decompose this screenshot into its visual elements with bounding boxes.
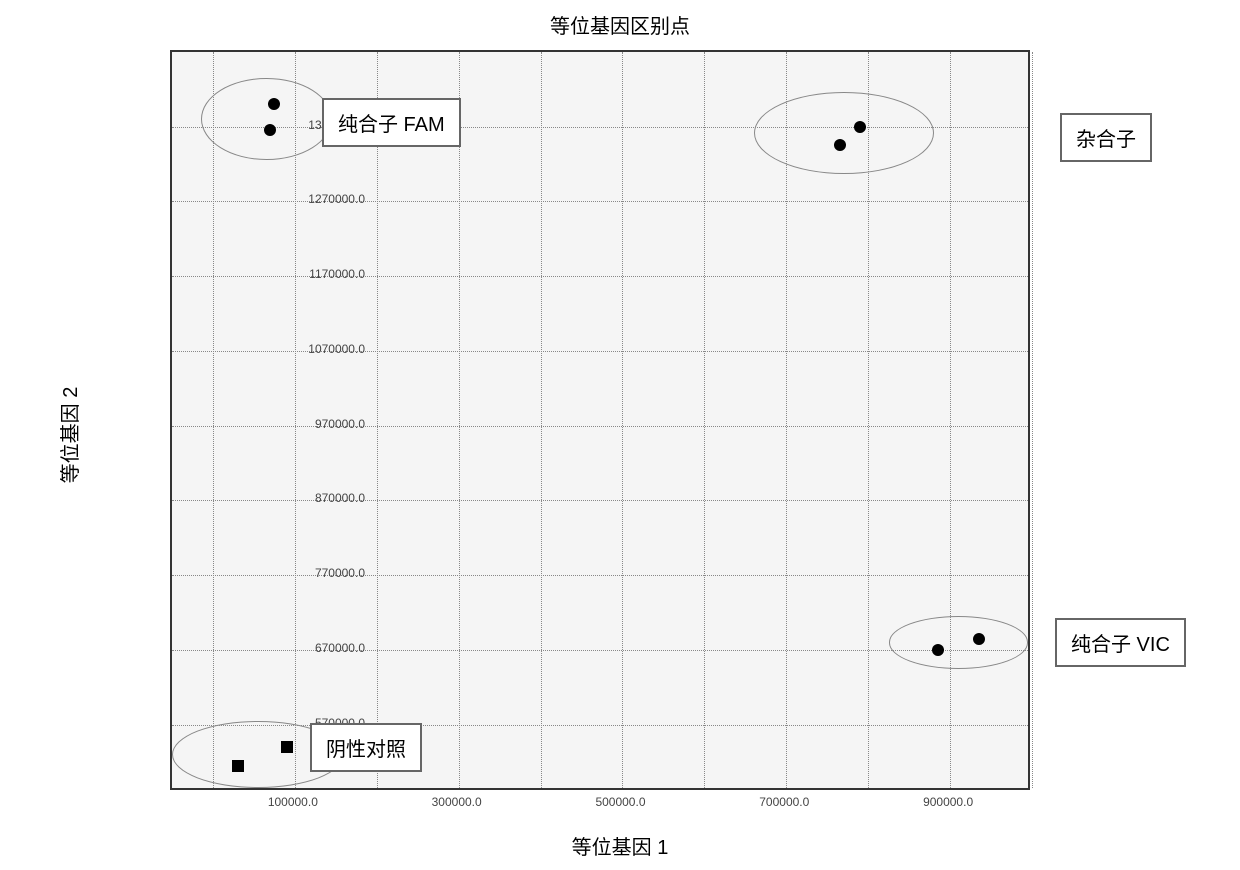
cluster-ellipse-hetero <box>754 92 934 174</box>
grid-line-vertical <box>459 52 460 788</box>
y-axis-label: 等位基因 2 <box>54 387 83 484</box>
data-point-negative <box>232 760 244 772</box>
grid-line-vertical <box>704 52 705 788</box>
y-tick-label: 1270000.0 <box>308 192 365 206</box>
data-point-hetero <box>834 139 846 151</box>
x-tick-label: 300000.0 <box>432 795 482 809</box>
grid-line-horizontal <box>172 276 1028 277</box>
cluster-label-negative: 阴性对照 <box>310 723 422 772</box>
cluster-label-hetero: 杂合子 <box>1060 113 1152 162</box>
cluster-label-fam: 纯合子 FAM <box>322 98 461 147</box>
y-tick-label: 970000.0 <box>315 417 365 431</box>
cluster-label-vic: 纯合子 VIC <box>1055 618 1186 667</box>
grid-line-vertical <box>377 52 378 788</box>
grid-line-horizontal <box>172 500 1028 501</box>
data-point-vic <box>973 633 985 645</box>
grid-line-horizontal <box>172 575 1028 576</box>
grid-line-horizontal <box>172 426 1028 427</box>
y-tick-label: 670000.0 <box>315 641 365 655</box>
grid-line-vertical <box>622 52 623 788</box>
x-tick-label: 500000.0 <box>595 795 645 809</box>
y-tick-label: 1070000.0 <box>308 342 365 356</box>
y-tick-label: 1170000.0 <box>309 267 365 281</box>
chart-title: 等位基因区别点 <box>0 10 1240 39</box>
grid-line-vertical <box>950 52 951 788</box>
grid-line-vertical <box>295 52 296 788</box>
grid-line-vertical <box>213 52 214 788</box>
data-point-negative <box>281 741 293 753</box>
x-tick-label: 700000.0 <box>759 795 809 809</box>
grid-line-vertical <box>1032 52 1033 788</box>
x-tick-label: 100000.0 <box>268 795 318 809</box>
grid-line-horizontal <box>172 201 1028 202</box>
data-point-vic <box>932 644 944 656</box>
grid-line-vertical <box>541 52 542 788</box>
data-point-fam <box>264 124 276 136</box>
allelic-discrimination-chart: 等位基因区别点 等位基因 2 等位基因 1 570000.0670000.077… <box>0 0 1240 870</box>
x-axis-label: 等位基因 1 <box>0 831 1240 860</box>
plot-area <box>170 50 1030 790</box>
x-tick-label: 900000.0 <box>923 795 973 809</box>
cluster-ellipse-vic <box>889 616 1028 668</box>
data-point-hetero <box>854 121 866 133</box>
y-tick-label: 870000.0 <box>315 491 365 505</box>
data-point-fam <box>268 98 280 110</box>
y-tick-label: 770000.0 <box>315 566 365 580</box>
grid-line-horizontal <box>172 351 1028 352</box>
